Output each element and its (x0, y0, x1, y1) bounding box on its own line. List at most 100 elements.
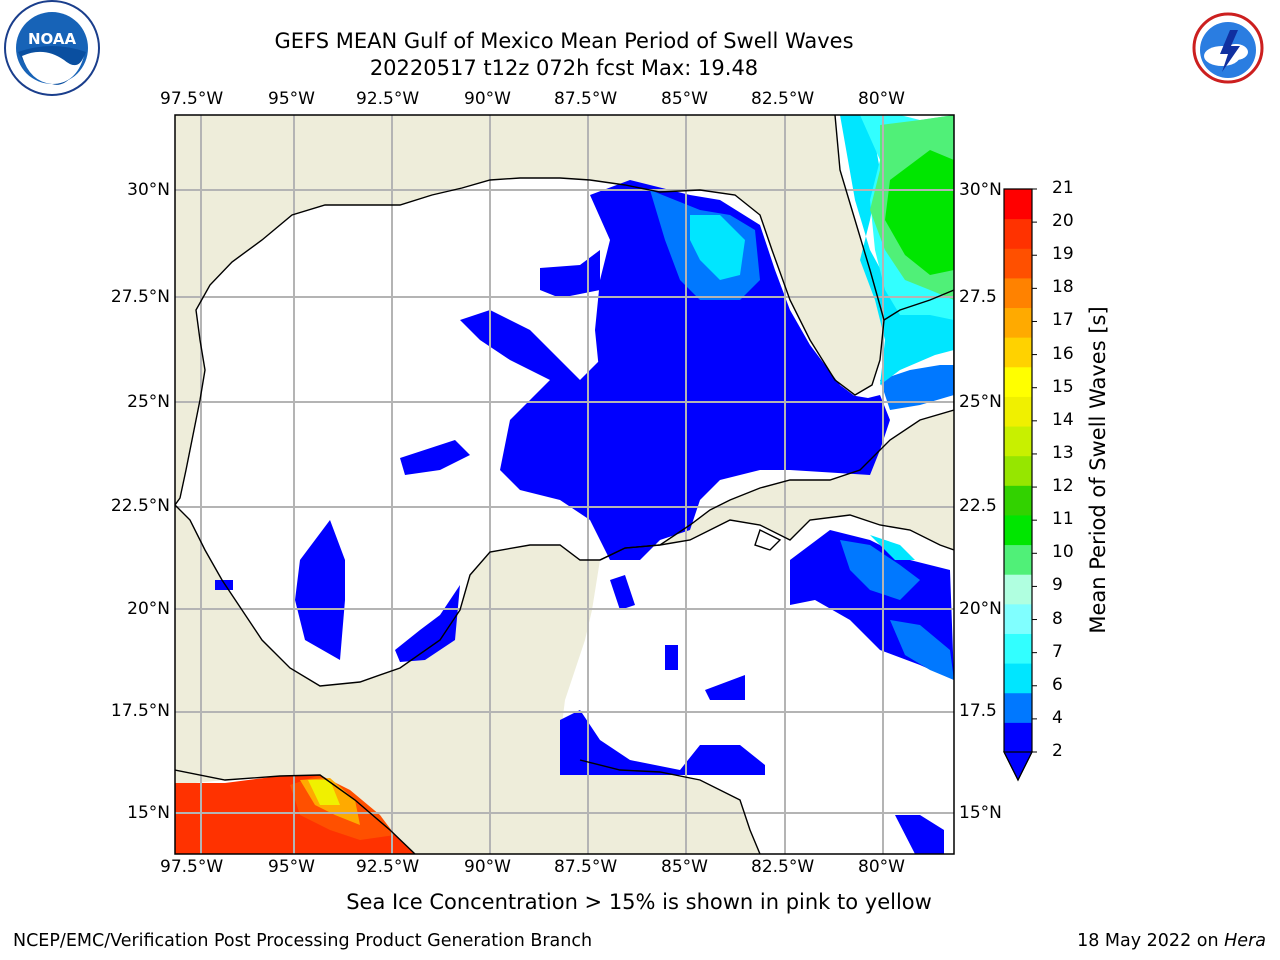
lon-label: 95°W (268, 857, 315, 877)
map-layers (175, 115, 954, 854)
colorbar-tick-label: 16 (1052, 343, 1074, 364)
lat-label: 25°N (127, 392, 170, 412)
lon-label: 85°W (661, 89, 708, 109)
lon-label: 95°W (268, 89, 315, 109)
colorbar-segment (1004, 455, 1032, 486)
colorbar-segment (1004, 485, 1032, 516)
colorbar-segment (1004, 426, 1032, 457)
swell-shading-14-15s (308, 780, 340, 805)
colorbar-tick-label: 19 (1052, 244, 1074, 265)
lat-label: 25°N (959, 392, 1002, 412)
colorbar-segment (1004, 337, 1032, 368)
lon-label: 90°W (464, 857, 511, 877)
swell-shading-2-4s (765, 390, 880, 445)
colorbar-segment (1004, 692, 1032, 723)
swell-shading-2-4s (215, 580, 233, 590)
swell-shading-2-4s (400, 440, 470, 475)
colorbar-segment (1004, 248, 1032, 279)
lon-label: 92.5°W (356, 857, 420, 877)
lat-label: 20°N (959, 599, 1002, 619)
noaa-logo: NOAA (4, 0, 100, 96)
colorbar-segment (1004, 366, 1032, 397)
sea-ice-note: Sea Ice Concentration > 15% is shown in … (346, 890, 932, 914)
colorbar-segment (1004, 633, 1032, 664)
map-frame (174, 114, 955, 855)
swell-shading-2-4s (395, 585, 460, 662)
swell-shading-2-4s (540, 250, 600, 298)
colorbar-tick-label: 4 (1052, 707, 1063, 728)
colorbar-tick-label: 17 (1052, 310, 1074, 331)
lon-label: 97.5°W (160, 89, 224, 109)
lon-label: 80°W (858, 857, 905, 877)
lat-label: 27.5°N (110, 287, 170, 307)
colorbar-tick-label: 15 (1052, 376, 1074, 397)
coastline (754, 529, 782, 551)
swell-shading-2-4s (610, 575, 635, 610)
colorbar-tick-label: 12 (1052, 476, 1074, 497)
colorbar-segment (1004, 544, 1032, 575)
swell-shading-2-4s (895, 815, 944, 854)
colorbar-segment (1004, 189, 1032, 220)
colorbar-tick-label: 9 (1052, 575, 1063, 596)
colorbar-segment (1004, 514, 1032, 546)
colorbar-frame (1003, 188, 1033, 782)
lat-label: 20°N (127, 599, 170, 619)
colorbar-tick-label: 7 (1052, 641, 1063, 662)
swell-shading-6-7s (840, 115, 954, 385)
lat-label: 15°N (127, 803, 170, 823)
colorbar-segment (1004, 307, 1032, 338)
chart-subtitle: 20220517 t12z 072h fcst Max: 19.48 (369, 56, 759, 80)
colorbar-title: Mean Period of Swell Waves [s] (1086, 306, 1110, 634)
coastline (599, 514, 954, 561)
colorbar-segment (1004, 603, 1032, 634)
coastline (834, 115, 885, 321)
swell-shading-2-4s (295, 520, 345, 660)
lat-label: 15°N (959, 803, 1002, 823)
footer-machine: Hera (1224, 931, 1266, 951)
lon-label: 92.5°W (356, 89, 420, 109)
chart-title: GEFS MEAN Gulf of Mexico Mean Period of … (274, 29, 854, 53)
lat-label: 30°N (127, 180, 170, 200)
colorbar-segment (1004, 277, 1032, 309)
colorbar-tick-label: 6 (1052, 674, 1063, 695)
colorbar-segment (1004, 218, 1032, 249)
colorbar-segment (1004, 722, 1032, 753)
colorbar-tick-label: 14 (1052, 409, 1074, 430)
footer-branch: NCEP/EMC/Verification Post Processing Pr… (13, 931, 593, 951)
lon-label: 80°W (858, 89, 905, 109)
footer-date-text: 18 May 2022 on (1077, 931, 1225, 951)
lon-label: 87.5°W (554, 857, 618, 877)
colorbar-tick-label: 10 (1052, 542, 1074, 563)
colorbar-tick-label: 21 (1052, 178, 1074, 198)
coastline (175, 769, 416, 854)
lon-label: 85°W (661, 857, 708, 877)
lat-label: 17.5°N (110, 701, 170, 721)
swell-shading-6-7s (690, 215, 745, 280)
colorbar-tick-label: 18 (1052, 277, 1074, 298)
colorbar-tick-label: 8 (1052, 608, 1063, 629)
coastline (579, 759, 761, 854)
lon-label: 82.5°W (751, 857, 815, 877)
colorbar-tick-label: 11 (1052, 509, 1074, 530)
nws-logo (1182, 2, 1274, 94)
lon-label: 97.5°W (160, 857, 224, 877)
colorbar-tick-label: 20 (1052, 211, 1074, 232)
lat-label: 17.5 (959, 701, 997, 721)
lat-label: 22.5°N (110, 496, 170, 516)
swell-shading-2-4s (560, 710, 765, 775)
lat-label: 30°N (959, 180, 1002, 200)
colorbar-segment (1004, 574, 1032, 605)
lon-label: 90°W (464, 89, 511, 109)
swell-shading-4-6s (880, 365, 954, 410)
lon-label: 87.5°W (554, 89, 618, 109)
lon-label: 82.5°W (751, 89, 815, 109)
footer-date: 18 May 2022 on Hera (1077, 931, 1266, 951)
colorbar-extend-arrow (1003, 751, 1033, 782)
swell-shading-10-11s (885, 150, 954, 275)
swell-shading-2-4s (705, 675, 745, 700)
noaa-logo-text: NOAA (28, 30, 77, 48)
swell-shading-4-6s (840, 540, 920, 600)
colorbar-segment (1004, 663, 1032, 694)
swell-shading-6-7s (870, 535, 915, 560)
